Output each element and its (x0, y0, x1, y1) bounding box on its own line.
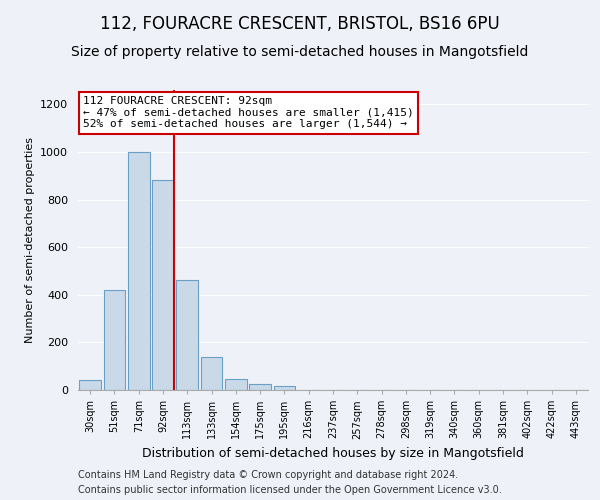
Bar (274, 386, 295, 390)
Bar (176, 280, 198, 390)
Text: 112 FOURACRE CRESCENT: 92sqm
← 47% of semi-detached houses are smaller (1,415)
5: 112 FOURACRE CRESCENT: 92sqm ← 47% of se… (83, 96, 414, 129)
Y-axis label: Number of semi-detached properties: Number of semi-detached properties (25, 137, 35, 343)
Bar (249, 384, 271, 390)
Bar (104, 290, 125, 390)
Bar (200, 356, 223, 390)
X-axis label: Distribution of semi-detached houses by size in Mangotsfield: Distribution of semi-detached houses by … (142, 447, 524, 460)
Bar (152, 180, 174, 390)
Bar (128, 152, 149, 390)
Text: Contains public sector information licensed under the Open Government Licence v3: Contains public sector information licen… (78, 485, 502, 495)
Bar (225, 380, 247, 390)
Text: 112, FOURACRE CRESCENT, BRISTOL, BS16 6PU: 112, FOURACRE CRESCENT, BRISTOL, BS16 6P… (100, 15, 500, 33)
Text: Contains HM Land Registry data © Crown copyright and database right 2024.: Contains HM Land Registry data © Crown c… (78, 470, 458, 480)
Text: Size of property relative to semi-detached houses in Mangotsfield: Size of property relative to semi-detach… (71, 45, 529, 59)
Bar (79, 380, 101, 390)
